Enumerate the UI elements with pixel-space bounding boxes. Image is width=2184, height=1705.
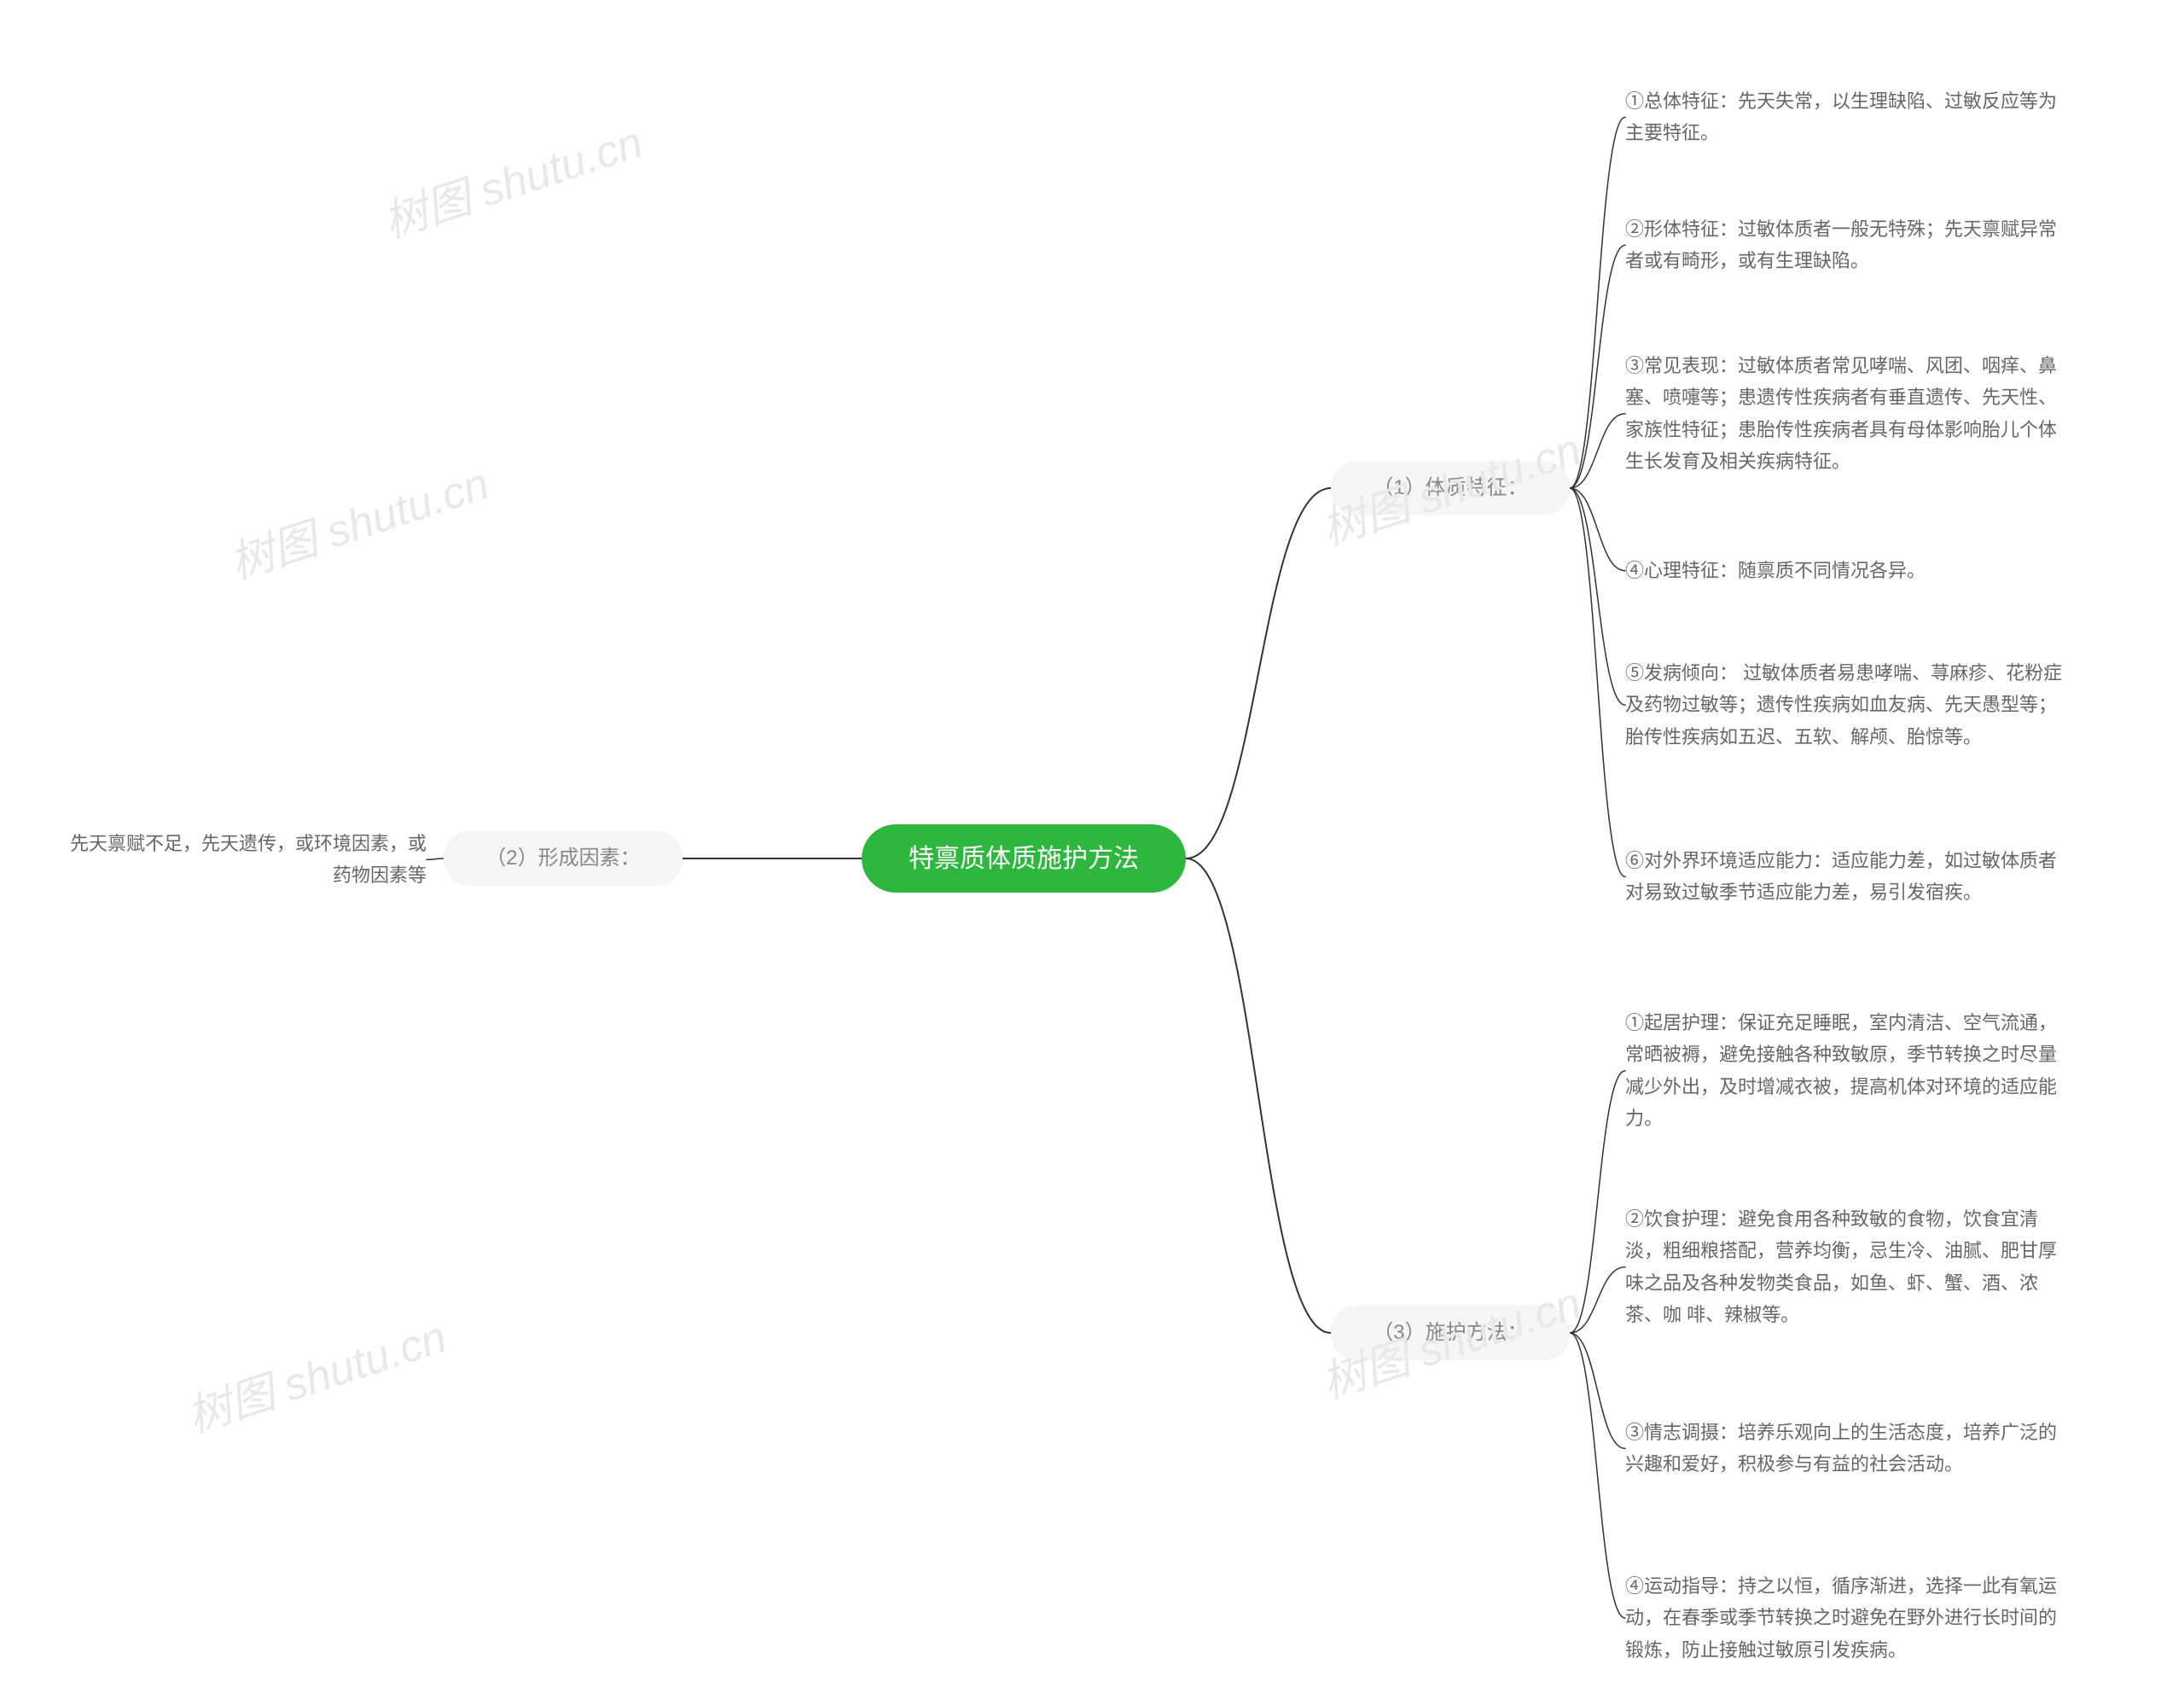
leaf-node: ⑤发病倾向： 过敏体质者易患哮喘、荨麻疹、花粉症及药物过敏等；遗传性疾病如血友病… bbox=[1625, 657, 2069, 753]
leaf-node: ③常见表现：过敏体质者常见哮喘、风团、咽痒、鼻塞、喷嚏等；患遗传性疾病者有垂直遗… bbox=[1625, 350, 2069, 478]
leaf-node: ④心理特征：随禀质不同情况各异。 bbox=[1625, 555, 2069, 586]
leaf-node: ②形体特征：过敏体质者一般无特殊；先天禀赋异常者或有畸形，或有生理缺陷。 bbox=[1625, 213, 2069, 277]
leaf-node: ①总体特征：先天失常，以生理缺陷、过敏反应等为主要特征。 bbox=[1625, 85, 2069, 149]
leaf-node: ⑥对外界环境适应能力：适应能力差，如过敏体质者对易致过敏季节适应能力差，易引发宿… bbox=[1625, 845, 2069, 909]
branch-node-b1[interactable]: （1）体质特征： bbox=[1331, 461, 1570, 515]
branch-node-b3[interactable]: （3）施护方法： bbox=[1331, 1306, 1570, 1360]
branch-node-b2[interactable]: （2）形成因素： bbox=[444, 831, 682, 886]
leaf-node: ②饮食护理：避免食用各种致敏的食物，饮食宜清淡，粗细粮搭配，营养均衡，忌生冷、油… bbox=[1625, 1203, 2069, 1331]
watermark: 树图 shutu.cn bbox=[220, 447, 496, 591]
leaf-node: ③情志调摄：培养乐观向上的生活态度，培养广泛的兴趣和爱好，积极参与有益的社会活动… bbox=[1625, 1417, 2069, 1481]
mindmap-center-node[interactable]: 特禀质体质施护方法 bbox=[862, 824, 1186, 893]
leaf-node: ①起居护理：保证充足睡眠，室内清洁、空气流通，常晒被褥，避免接触各种致敏原，季节… bbox=[1625, 1007, 2069, 1135]
leaf-node: ④运动指导：持之以恒，循序渐进，选择一此有氧运动，在春季或季节转换之时避免在野外… bbox=[1625, 1570, 2069, 1666]
watermark: 树图 shutu.cn bbox=[374, 106, 649, 250]
leaf-node: 先天禀赋不足，先天遗传，或环境因素，或药物因素等 bbox=[60, 828, 427, 892]
watermark: 树图 shutu.cn bbox=[177, 1301, 453, 1445]
